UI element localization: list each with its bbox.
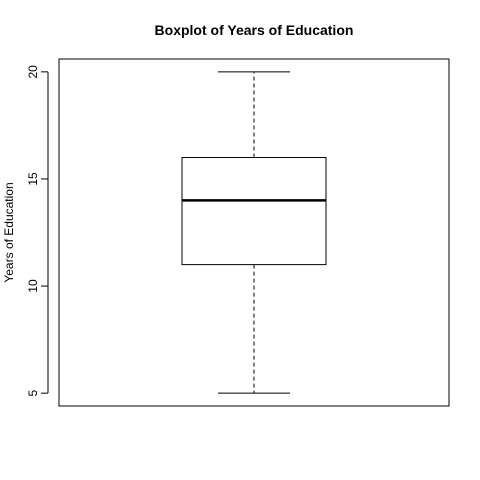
- chart-title: Boxplot of Years of Education: [155, 22, 354, 38]
- y-axis-label: Years of Education: [2, 182, 16, 282]
- y-tick-label-20: 20: [26, 65, 40, 79]
- boxplot-group: [181, 71, 327, 394]
- interquartile-box: [181, 157, 327, 266]
- y-axis: 5 10 15 20: [26, 65, 49, 396]
- y-tick-label-15: 15: [26, 172, 40, 186]
- y-tick-label-10: 10: [26, 279, 40, 293]
- y-tick-label-5: 5: [26, 389, 40, 396]
- plot-frame: [58, 58, 450, 407]
